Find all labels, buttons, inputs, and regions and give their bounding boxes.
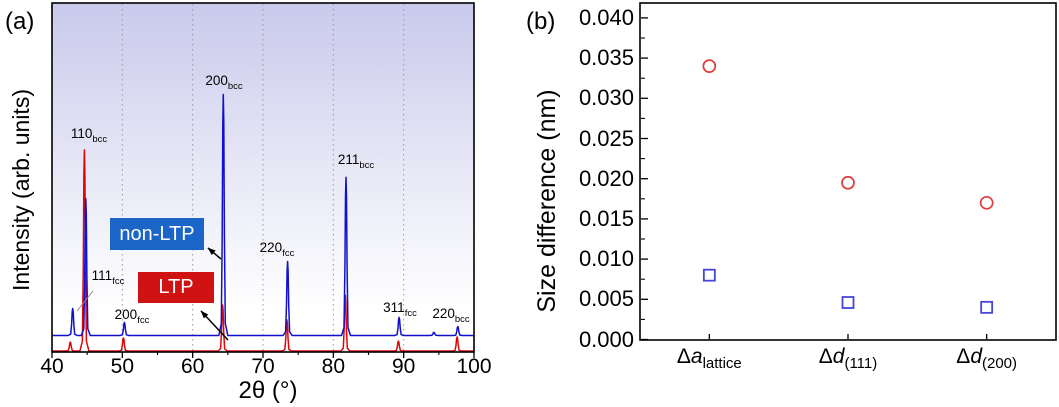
legend-arrow-non-ltp [207,247,222,260]
panel-b-ytick-label-0.030: 0.030 [578,85,634,111]
panel-a-xtick-label-70: 70 [251,355,275,378]
legend-arrow-ltp [200,310,229,341]
xrd-curve-non-LTP [52,93,474,337]
panel-b-ytick-label-0.010: 0.010 [578,246,634,272]
data-point-square-1 [841,296,855,309]
data-point-circle-0 [702,59,717,73]
peak-label-211bcc: 211bcc [337,152,375,171]
panel-b-ytick-label-0.015: 0.015 [578,205,634,231]
panel-a-xtick-label-60: 60 [180,355,205,378]
peak-label-111fcc: 111fcc [91,268,125,287]
panel-b-ytick-label-0.020: 0.020 [578,165,634,191]
category-label-(111): Δd(111) [818,345,878,373]
peak-111fcc-pointer-line [76,290,94,312]
panel-b-ytick-label-0.025: 0.025 [578,125,634,151]
panel-b-ytick-label-0.000: 0.000 [578,326,634,352]
peak-label-200fcc: 200fcc [114,307,150,326]
data-point-square-2 [980,300,994,314]
category-label-(200): Δd(200) [956,345,1018,373]
xrd-curve-LTP [52,149,474,352]
legend-non-ltp: non-LTP [110,218,204,250]
panel-a-x-axis-title: 2θ (°) [238,377,298,404]
peak-label-220bcc: 220bcc [432,306,470,325]
peak-label-311fcc: 311fcc [383,300,417,319]
panel-a-tag: (a) [5,8,35,35]
data-point-circle-2 [979,195,994,210]
peak-label-220fcc: 220fcc [259,240,295,259]
panel-a-xtick-label-50: 50 [110,355,135,378]
data-point-square-0 [702,268,716,282]
xrd-plot-background [52,3,474,352]
panel-b-ytick-label-0.040: 0.040 [578,4,634,30]
panel-b-ytick-label-0.005: 0.005 [578,286,634,312]
data-point-circle-1 [841,175,855,190]
panel-b-tag: (b) [526,8,556,35]
legend-ltp: LTP [138,272,214,303]
panel-b-ytick-label-0.035: 0.035 [578,45,634,71]
peak-label-110bcc: 110bcc [70,126,108,145]
peak-label-200bcc: 200bcc [205,73,243,92]
panel-a-xtick-label-40: 40 [40,355,64,378]
panel-b-border [639,2,1057,341]
panel-a-xtick-label-90: 90 [391,355,416,378]
category-label-lattice: Δalattice [676,345,742,373]
panel-a-xtick-label-100: 100 [456,355,492,378]
panel-a-xtick-label-80: 80 [321,355,346,378]
panel-a-y-axis-title: Intensity (arb. units) [8,89,34,291]
